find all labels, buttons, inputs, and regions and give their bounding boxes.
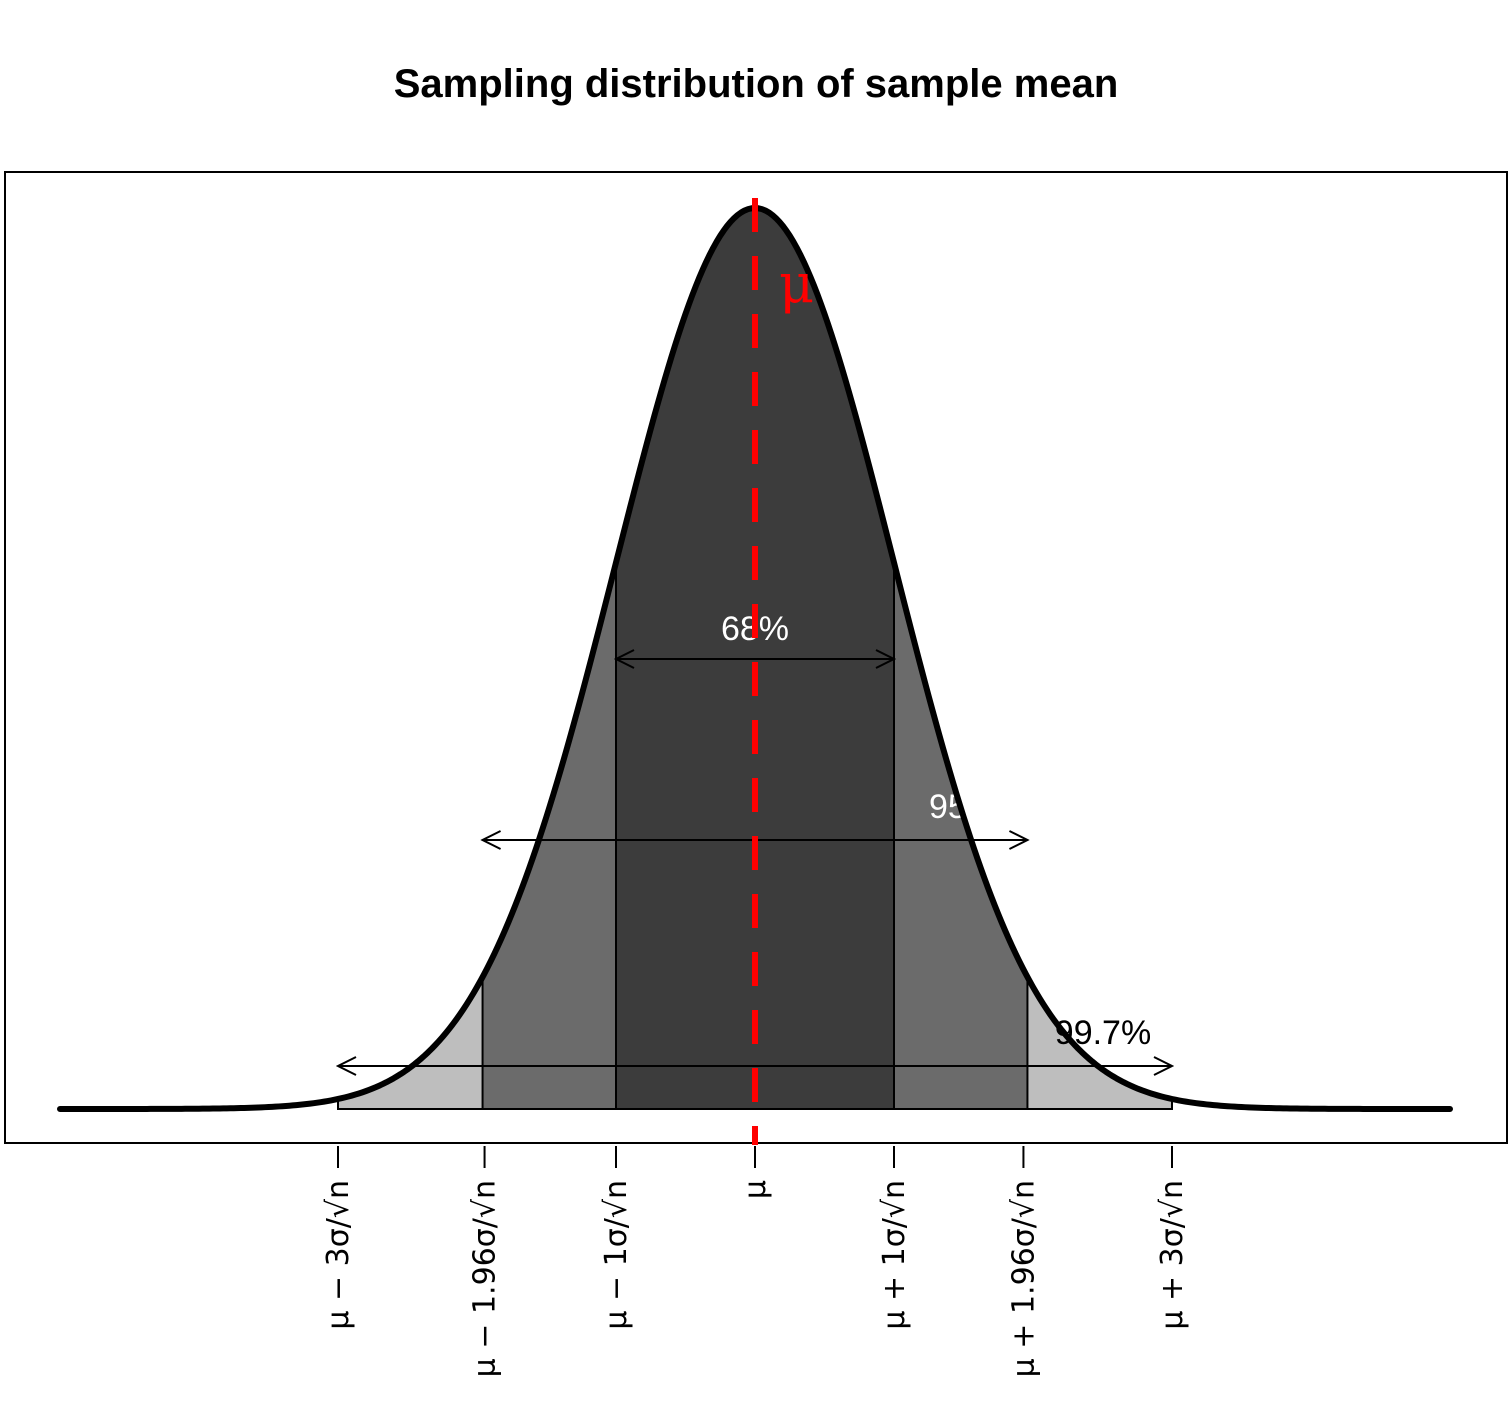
x-tick-label: μ − 3σ/√n <box>321 1180 356 1330</box>
x-tick-label: μ + 1.96σ/√n <box>1006 1180 1041 1377</box>
chart-title: Sampling distribution of sample mean <box>393 62 1119 106</box>
x-tick-label: μ + 3σ/√n <box>1155 1180 1190 1330</box>
x-tick-label: μ − 1σ/√n <box>599 1180 634 1330</box>
x-tick-label: μ − 1.96σ/√n <box>468 1180 503 1377</box>
x-axis: μ − 3σ/√n μ − 1.96σ/√n μ − 1σ/√n μ μ + 1σ/√n… <box>321 1146 1190 1377</box>
coverage-label-997: 99.7% <box>1055 1014 1151 1052</box>
x-tick-label: μ + 1σ/√n <box>877 1180 912 1330</box>
x-tick-label: μ <box>738 1180 773 1199</box>
mean-label: μ <box>779 252 814 315</box>
